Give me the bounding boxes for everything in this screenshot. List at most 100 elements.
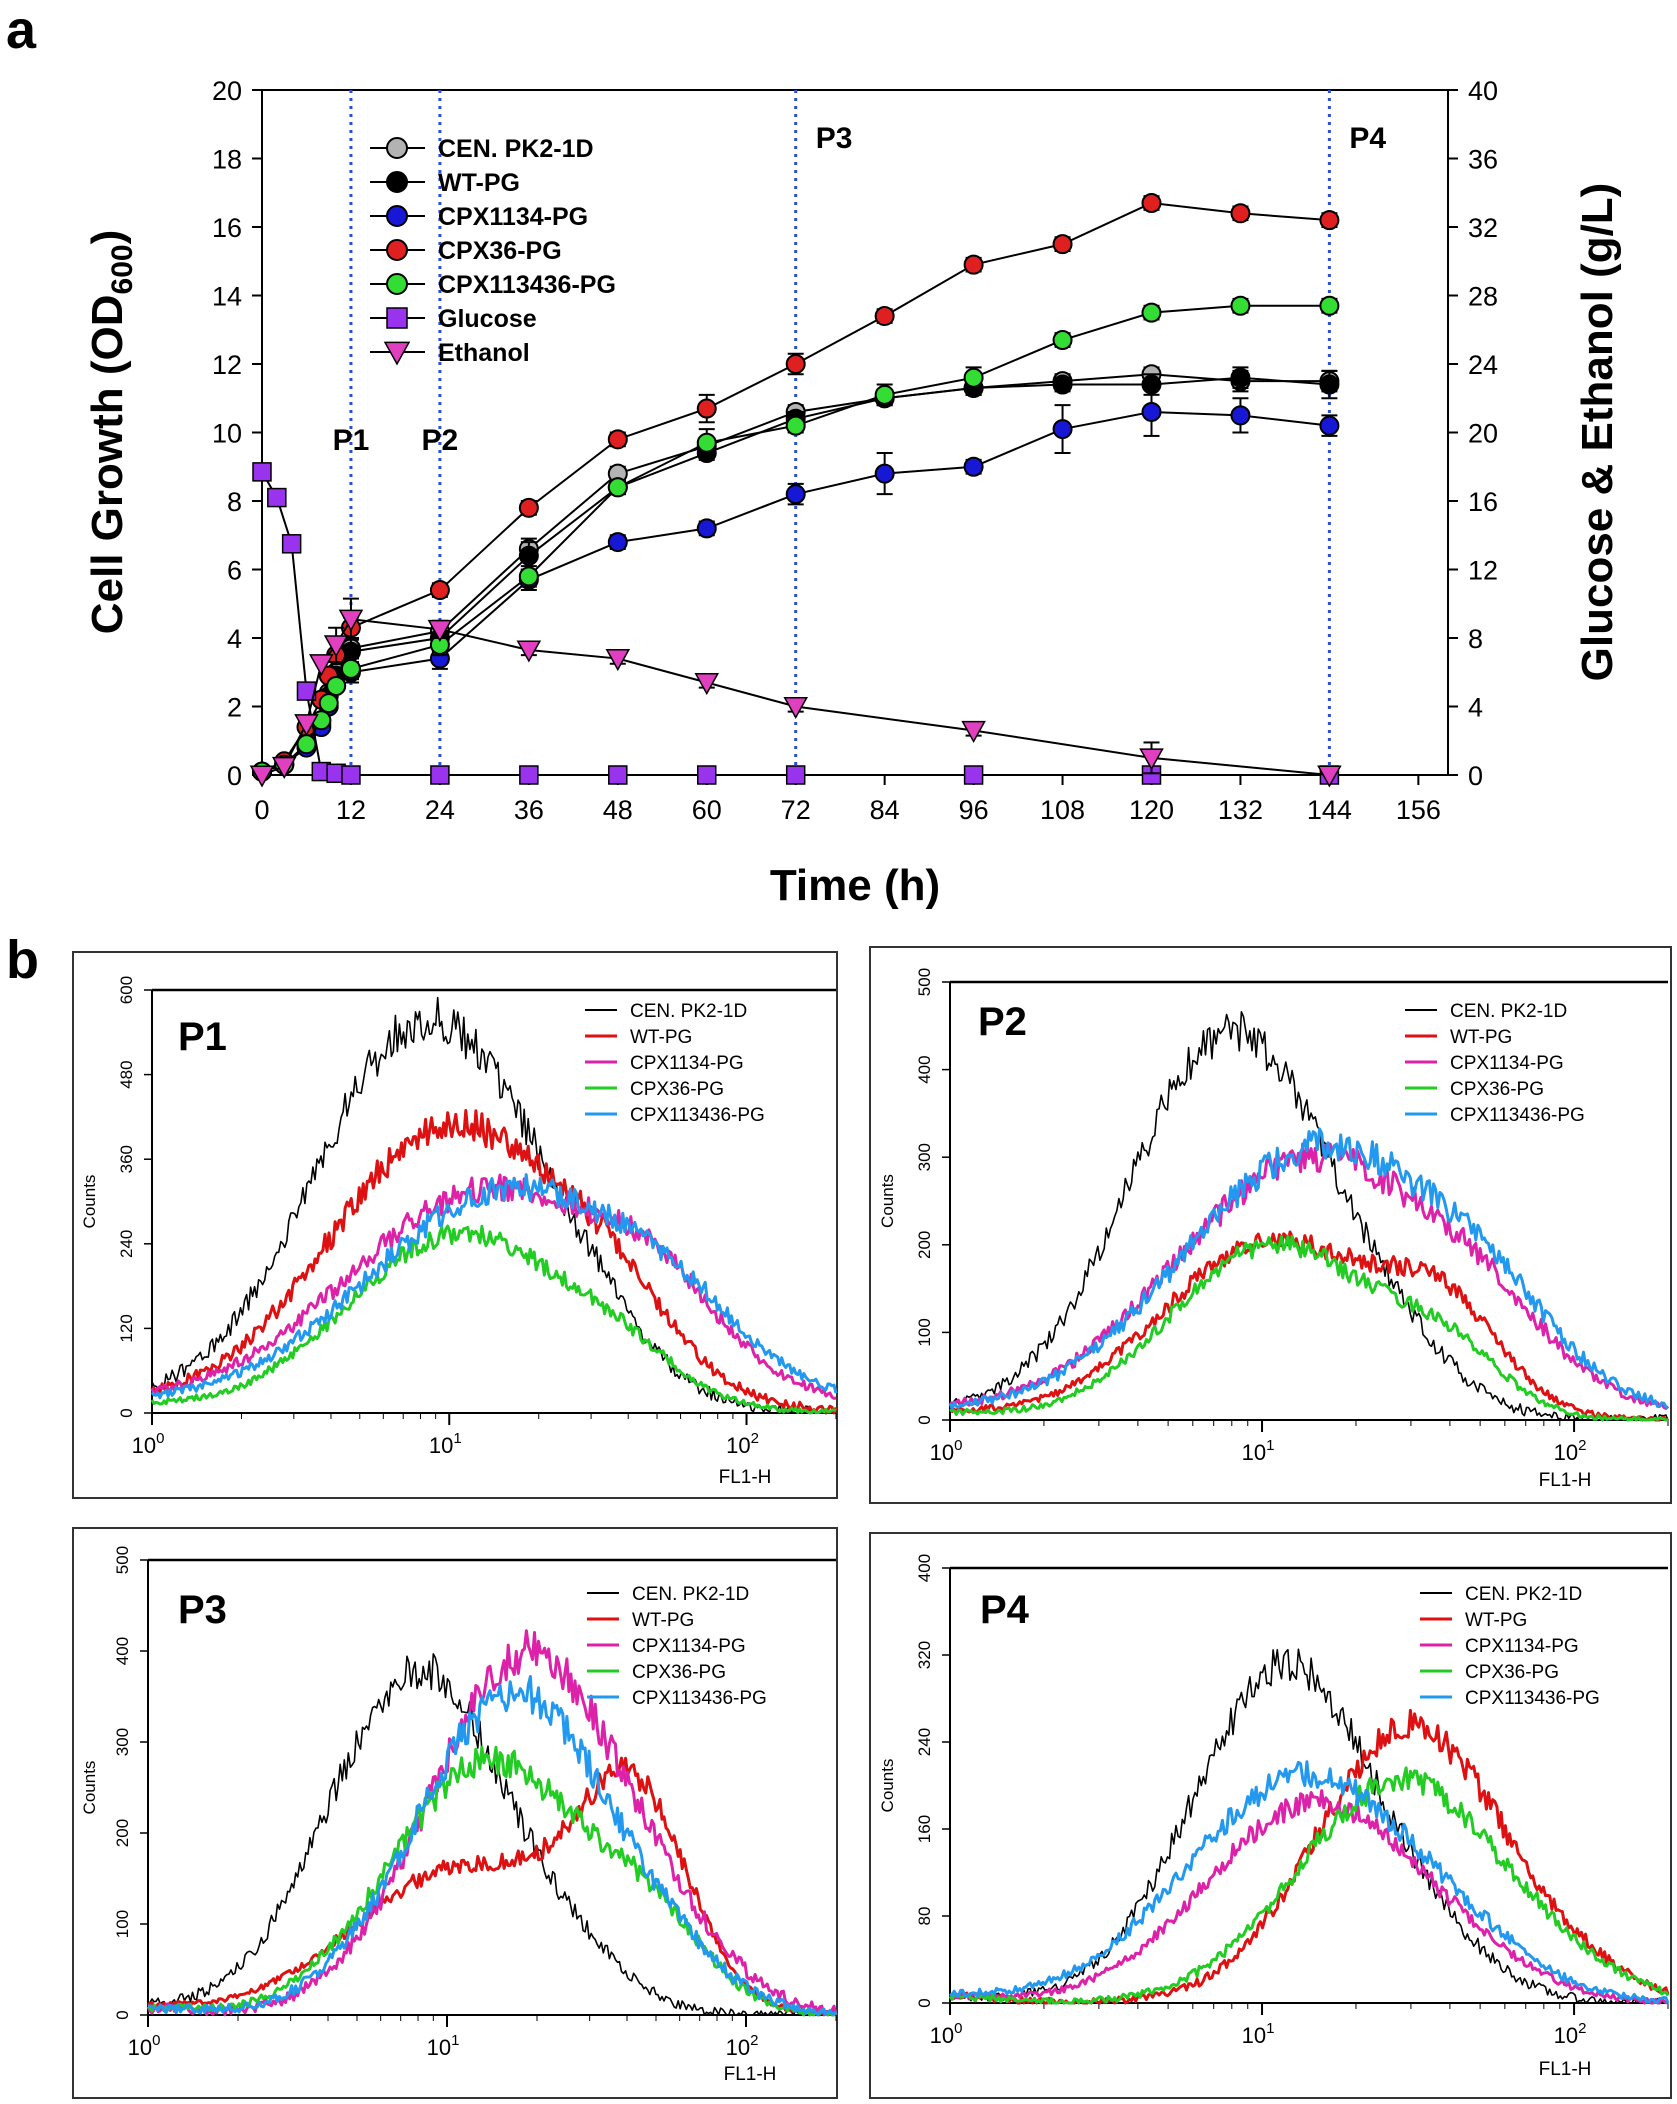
x-tick-label: 108 bbox=[1040, 795, 1085, 825]
y-tick-label: 200 bbox=[915, 1231, 934, 1259]
legend-label: CPX36-PG bbox=[630, 1079, 724, 1100]
x-tick-label: 0 bbox=[254, 795, 269, 825]
histogram-curve-cpx36-pg bbox=[150, 1224, 837, 1415]
data-point bbox=[1317, 765, 1342, 788]
histogram-curve-cen-pk2-1d bbox=[949, 1010, 1669, 1421]
data-point bbox=[309, 654, 334, 677]
x-tick-base: 10 bbox=[132, 1433, 156, 1458]
x-tick-exponent: 0 bbox=[152, 2032, 160, 2049]
y-tick-label: 240 bbox=[915, 1728, 934, 1756]
legend-label: WT-PG bbox=[438, 169, 520, 197]
x-axis-label: FL1-H bbox=[724, 2064, 777, 2085]
y-right-tick-label: 24 bbox=[1468, 350, 1498, 380]
y-right-tick-label: 4 bbox=[1468, 693, 1483, 723]
x-axis-label: FL1-H bbox=[719, 1467, 772, 1488]
x-tick-base: 10 bbox=[726, 1433, 750, 1458]
data-point bbox=[785, 484, 806, 505]
data-point bbox=[267, 487, 287, 508]
y-tick-label: 320 bbox=[915, 1641, 934, 1669]
y-axis-label-right: Glucose & Ethanol (g/L) bbox=[1573, 183, 1622, 682]
legend-label: CEN. PK2-1D bbox=[1465, 1584, 1582, 1605]
y-left-tick-label: 16 bbox=[212, 213, 242, 243]
y-axis-label-left-main: Cell Growth (OD bbox=[83, 294, 132, 634]
x-tick-label: 102 bbox=[1554, 2020, 1587, 2048]
data-point bbox=[1052, 330, 1073, 351]
x-tick-base: 10 bbox=[128, 2035, 152, 2060]
marker-label-p3: P3 bbox=[816, 122, 853, 155]
y-tick-label: 480 bbox=[117, 1060, 136, 1088]
data-point bbox=[1319, 295, 1340, 316]
data-point bbox=[294, 714, 319, 737]
y-tick-label: 500 bbox=[113, 1546, 132, 1574]
legend-label: WT-PG bbox=[632, 1610, 694, 1631]
y-tick-label: 100 bbox=[113, 1910, 132, 1938]
data-point bbox=[1139, 748, 1164, 771]
x-axis-label: FL1-H bbox=[1539, 1470, 1592, 1491]
panel-label-b: b bbox=[6, 930, 39, 990]
x-tick-label: 144 bbox=[1307, 795, 1352, 825]
data-point bbox=[1319, 415, 1340, 436]
panel-title: P4 bbox=[980, 1588, 1030, 1632]
data-point bbox=[1319, 374, 1340, 395]
data-point bbox=[326, 675, 347, 696]
y-tick-label: 0 bbox=[113, 2010, 132, 2019]
legend-label: CPX36-PG bbox=[632, 1662, 726, 1683]
legend: CEN. PK2-1D WT-PG CPX1134-PG CPX36-PG CPX113… bbox=[1420, 1584, 1600, 1709]
legend-label: CPX113436-PG bbox=[1450, 1105, 1585, 1126]
y-axis-label: Counts bbox=[80, 1175, 99, 1229]
data-point bbox=[697, 765, 717, 785]
y-axis-label: Counts bbox=[878, 1174, 897, 1228]
data-point bbox=[607, 477, 628, 498]
legend-label: CPX1134-PG bbox=[632, 1636, 746, 1657]
y-tick-label: 400 bbox=[915, 1055, 934, 1083]
x-tick-label: 96 bbox=[959, 795, 989, 825]
y-right-tick-label: 8 bbox=[1468, 624, 1483, 654]
data-point bbox=[1319, 210, 1340, 231]
legend-label: Glucose bbox=[438, 305, 537, 333]
data-point bbox=[386, 171, 408, 193]
y-left-tick-label: 20 bbox=[212, 76, 242, 106]
legend-label: CPX36-PG bbox=[1450, 1079, 1544, 1100]
series-cpx1134-pg bbox=[252, 386, 1340, 782]
histogram-curve-cen-pk2-1d bbox=[949, 1648, 1668, 2004]
histogram-curve-cpx113436-pg bbox=[147, 1675, 838, 2017]
y-tick-label: 600 bbox=[117, 976, 136, 1004]
data-point bbox=[1230, 367, 1251, 388]
data-point bbox=[605, 649, 631, 672]
x-tick-label: 156 bbox=[1396, 795, 1441, 825]
y-tick-label: 300 bbox=[113, 1728, 132, 1756]
y-axis-label: Counts bbox=[80, 1761, 99, 1815]
y-right-tick-label: 0 bbox=[1468, 761, 1483, 791]
marker-label-p2: P2 bbox=[422, 424, 459, 457]
legend-label: CEN. PK2-1D bbox=[630, 1001, 747, 1022]
data-point bbox=[607, 429, 628, 450]
data-point bbox=[874, 306, 895, 327]
data-point bbox=[607, 532, 628, 553]
legend-label: CPX1134-PG bbox=[630, 1053, 744, 1074]
x-tick-exponent: 0 bbox=[156, 1430, 164, 1447]
legend-label: CPX1134-PG bbox=[1465, 1636, 1579, 1657]
histogram-curve-cpx36-pg bbox=[949, 1234, 1668, 1422]
panel-label-a: a bbox=[6, 0, 37, 60]
data-point bbox=[1141, 302, 1162, 323]
data-point bbox=[430, 765, 450, 785]
x-tick-label: 101 bbox=[429, 1430, 462, 1458]
legend-label: Ethanol bbox=[438, 339, 530, 367]
data-point bbox=[249, 765, 275, 788]
data-point bbox=[427, 619, 453, 642]
series-line bbox=[261, 471, 1330, 776]
x-tick-label: 36 bbox=[514, 795, 544, 825]
y-tick-label: 80 bbox=[915, 1907, 934, 1926]
y-tick-label: 500 bbox=[915, 968, 934, 996]
legend-label: WT-PG bbox=[1450, 1027, 1512, 1048]
y-tick-label: 0 bbox=[117, 1408, 136, 1417]
y-right-tick-label: 40 bbox=[1468, 76, 1498, 106]
data-point bbox=[1141, 193, 1162, 214]
x-axis-label: FL1-H bbox=[1539, 2059, 1592, 2080]
data-point bbox=[874, 384, 895, 405]
histogram-curve-cen-pk2-1d bbox=[147, 1653, 836, 2016]
x-tick-label: 24 bbox=[425, 795, 455, 825]
data-point bbox=[961, 720, 986, 744]
